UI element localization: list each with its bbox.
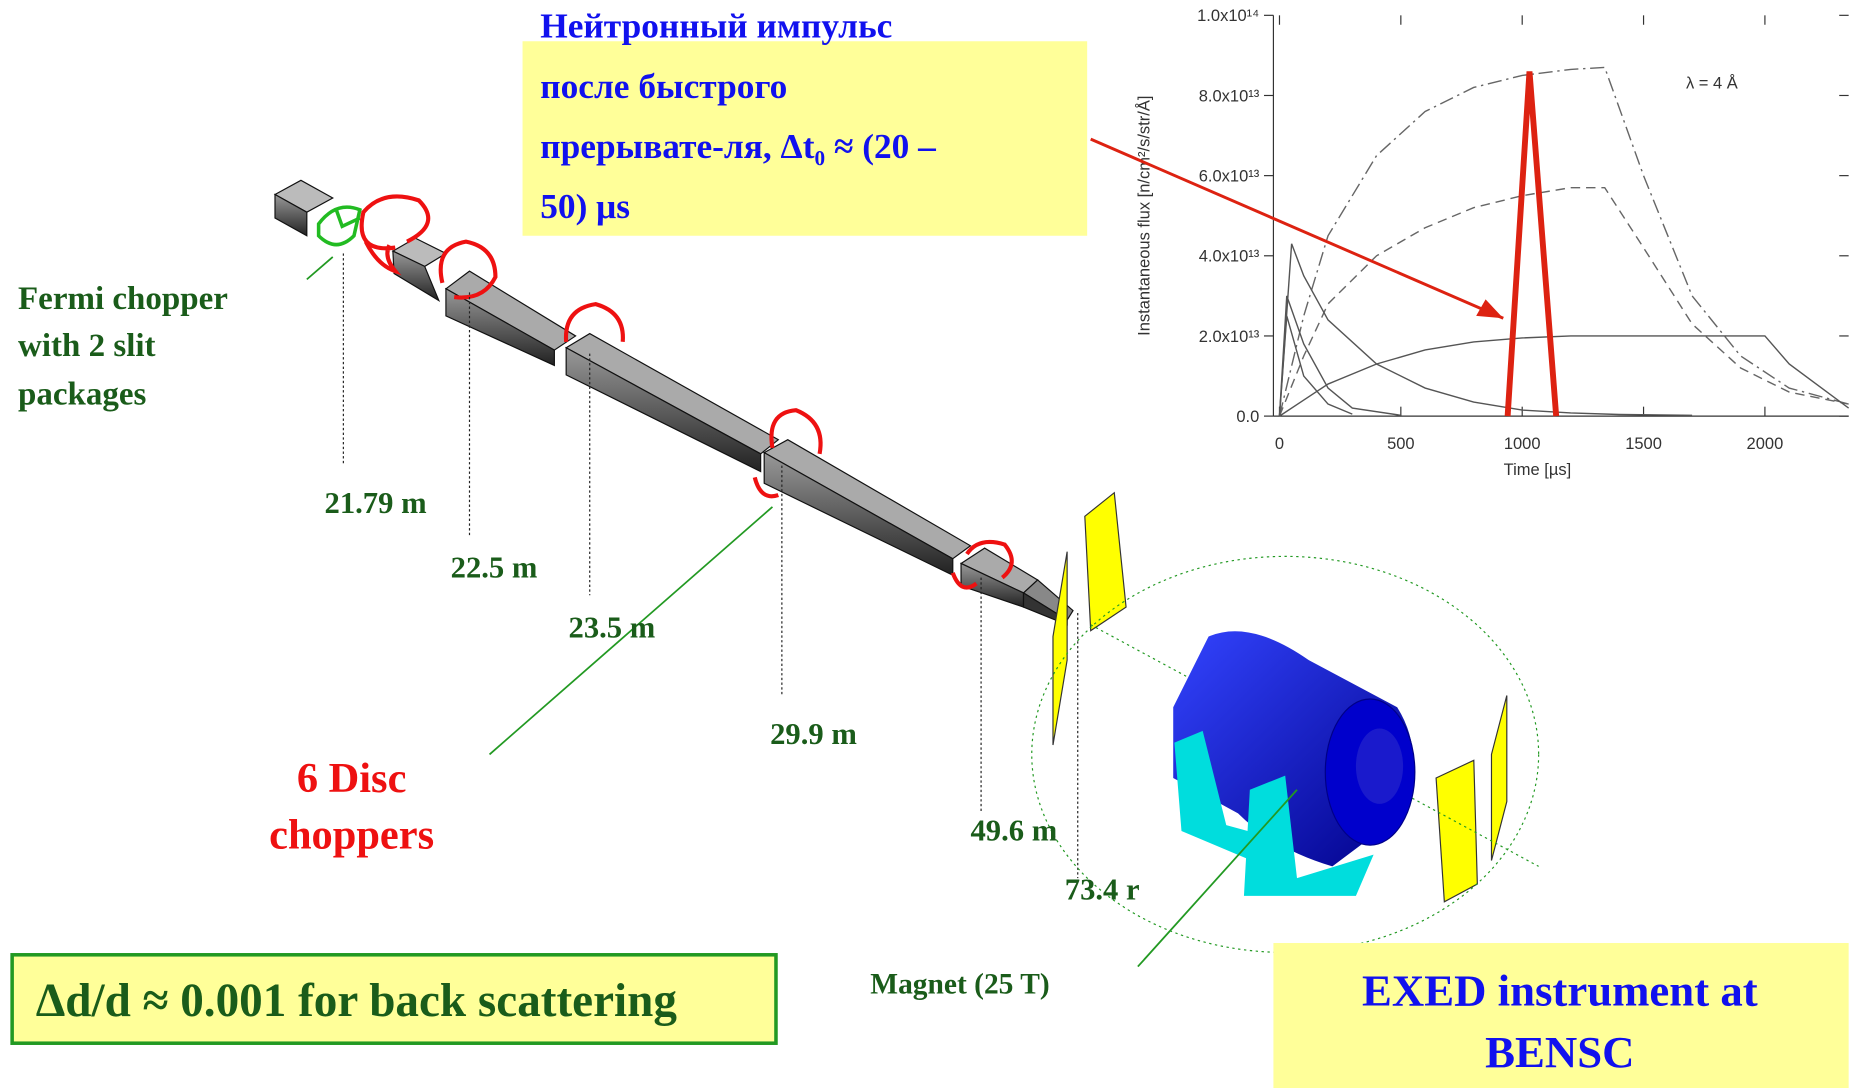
distance-labels: 21.79 m 22.5 m 23.5 m 29.9 m 49.6 m 73.4… <box>325 486 1140 907</box>
fermi-label: Fermi chopper with 2 slit packages <box>18 281 228 412</box>
y-tick-label: 6.0x10¹³ <box>1199 168 1260 186</box>
x-axis-label: Time [µs] <box>1504 461 1572 479</box>
y-axis-label: Instantaneous flux [n/cm²/s/str/Å] <box>1135 96 1154 336</box>
note-line: 50) μs <box>540 186 630 226</box>
x-tick-label: 0 <box>1275 435 1284 453</box>
y-tick-label: 4.0x10¹³ <box>1199 248 1260 266</box>
label-line: BENSC <box>1485 1027 1634 1077</box>
note-line: прерывате-ля, Δt₀ ≈ (20 – <box>540 126 936 166</box>
y-tick-label: 1.0x10¹⁴ <box>1197 7 1259 25</box>
magnet-label: Magnet (25 T) <box>870 969 1049 1001</box>
x-tick-label: 500 <box>1387 435 1415 453</box>
y-tick-label: 8.0x10¹³ <box>1199 87 1260 105</box>
annotation: λ = 4 Å <box>1686 73 1738 92</box>
label-line: EXED instrument at <box>1362 965 1758 1015</box>
magnet <box>1173 631 1415 896</box>
x-tick-label: 1500 <box>1625 435 1662 453</box>
label-line: with 2 slit <box>18 328 156 364</box>
label-line: 6 Disc <box>297 755 407 802</box>
label-line: Fermi chopper <box>18 281 228 317</box>
distance: 21.79 m <box>325 486 427 520</box>
slide: 0.0 2.0x10¹³ 4.0x10¹³ 6.0x10¹³ 8.0x10¹³ 1.0x1… <box>0 0 1849 1088</box>
note-line: после быстрого <box>540 66 787 106</box>
resolution-note: Δd/d ≈ 0.001 for back scattering <box>36 975 678 1027</box>
disc-label: 6 Disc choppers <box>269 755 434 859</box>
label-line: packages <box>18 376 146 412</box>
note-line: Нейтронный импульс <box>540 6 892 46</box>
y-tick-label: 0.0 <box>1236 408 1259 426</box>
fermi-chopper <box>319 207 360 244</box>
label-line: choppers <box>269 812 434 859</box>
distance: 73.4 r <box>1065 872 1140 906</box>
x-tick-label: 1000 <box>1504 435 1541 453</box>
distance: 22.5 m <box>451 551 538 585</box>
y-tick-label: 2.0x10¹³ <box>1199 328 1260 346</box>
distance: 49.6 m <box>970 813 1057 847</box>
x-tick-label: 2000 <box>1747 435 1784 453</box>
distance: 29.9 m <box>770 717 857 751</box>
distance: 23.5 m <box>569 611 656 645</box>
